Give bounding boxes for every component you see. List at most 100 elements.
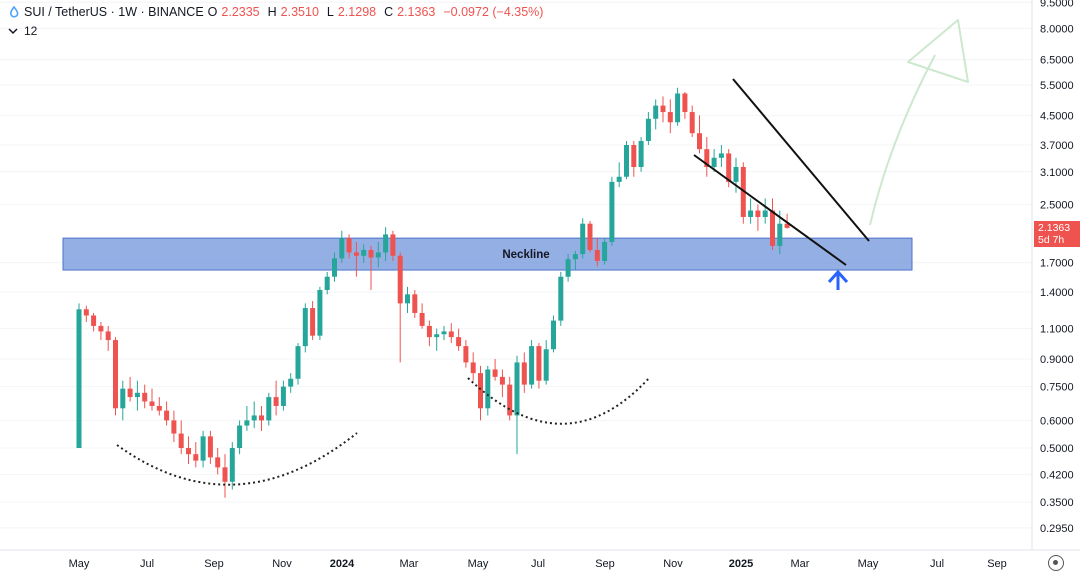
candle-body <box>631 145 637 167</box>
candle-body <box>784 223 790 228</box>
candle <box>127 376 133 402</box>
candle-body <box>120 388 126 409</box>
candle-body <box>485 369 491 409</box>
candle-body <box>142 392 148 402</box>
candle-body <box>266 397 272 421</box>
candle <box>412 289 418 319</box>
candle-body <box>426 325 432 338</box>
price-tick-label: 2.5000 <box>1040 199 1074 211</box>
time-tick-label: May <box>858 558 879 570</box>
price-tick-label: 1.7000 <box>1040 258 1074 270</box>
candle <box>83 305 89 322</box>
time-tick-label: Jul <box>140 558 154 570</box>
price-tick-label: 1.4000 <box>1040 287 1074 299</box>
candle <box>251 401 257 429</box>
time-tick-label: Jul <box>930 558 944 570</box>
neckline-label: Neckline <box>502 249 549 261</box>
candle-body <box>653 105 659 119</box>
time-tick-label: Sep <box>204 558 224 570</box>
candle-body <box>580 223 586 255</box>
candle-body <box>361 249 367 256</box>
candle-body <box>375 252 381 258</box>
candle <box>237 420 243 455</box>
price-tick-label: 3.1000 <box>1040 167 1074 179</box>
candle <box>536 343 542 389</box>
gear-icon[interactable] <box>1048 555 1064 571</box>
time-tick-label: 2025 <box>729 558 753 570</box>
candle-body <box>499 376 505 385</box>
last-price-badge: 2.1363 5d 7h <box>1034 221 1080 247</box>
time-axis[interactable]: May Jul Sep Nov 2024 Mar May Jul Sep Nov 2025 Mar Ma… <box>69 558 1007 570</box>
candle-body <box>660 105 666 113</box>
candle-body <box>368 249 374 258</box>
candle-body <box>383 234 389 253</box>
candle-body <box>478 373 483 409</box>
candle-body <box>733 166 739 182</box>
candle-body <box>624 145 629 177</box>
candle <box>572 250 578 271</box>
candle-body <box>755 210 761 217</box>
candle <box>492 359 498 381</box>
candle-body <box>682 93 688 113</box>
price-axis[interactable]: 9.5000 8.0000 6.5000 5.5000 4.5000 3.7000 3.10… <box>1040 0 1074 535</box>
candle-body <box>616 176 622 182</box>
candle <box>711 149 717 172</box>
indicator-row[interactable]: 12 <box>8 24 37 38</box>
candle <box>551 315 556 353</box>
candle-body <box>689 112 695 134</box>
chevron-down-icon[interactable] <box>8 27 18 35</box>
candle <box>178 420 184 455</box>
high-value: 2.3510 <box>280 5 319 19</box>
candle-body <box>463 346 469 363</box>
candle <box>616 162 622 188</box>
indicator-count: 12 <box>24 24 38 38</box>
candle <box>193 442 199 468</box>
candle <box>456 328 462 351</box>
candle <box>580 218 586 259</box>
candle-body <box>244 420 250 426</box>
candle <box>113 337 118 416</box>
candle <box>142 384 148 409</box>
candle-body <box>134 392 140 398</box>
candle-body <box>412 294 418 313</box>
candle-body <box>507 384 513 416</box>
candle <box>149 388 155 411</box>
candle-body <box>229 448 235 482</box>
wedge-upper-line <box>732 78 870 242</box>
candle <box>624 140 629 180</box>
time-tick-label: May <box>69 558 90 570</box>
candle <box>229 442 235 490</box>
candle <box>419 303 425 329</box>
price-tick-label: 0.6000 <box>1040 415 1074 427</box>
candle <box>317 286 323 341</box>
candle-body <box>105 331 111 341</box>
candle <box>120 380 126 421</box>
candle-body <box>543 349 549 381</box>
candle-body <box>91 315 97 326</box>
candle-body <box>171 420 177 434</box>
price-tick-label: 0.2950 <box>1040 523 1074 535</box>
candle-body <box>215 457 221 468</box>
candle <box>375 241 381 268</box>
candle-body <box>207 436 213 458</box>
price-tick-label: 6.5000 <box>1040 55 1074 67</box>
candle <box>295 343 301 385</box>
candle-body <box>594 249 600 261</box>
candle-body <box>288 378 294 387</box>
candle <box>390 230 396 261</box>
candle-body <box>295 346 301 379</box>
symbol-title[interactable]: SUI / TetherUS · 1W · BINANCE <box>24 5 204 19</box>
candle <box>602 238 608 265</box>
candle <box>339 230 345 263</box>
candle <box>134 380 140 411</box>
candle <box>288 373 294 393</box>
price-tick-label: 4.5000 <box>1040 110 1074 122</box>
candle <box>645 112 651 146</box>
candle-body <box>113 340 118 409</box>
candle-body <box>536 346 542 381</box>
candle-body <box>419 312 425 326</box>
candle-body <box>405 294 410 304</box>
candle-body <box>164 410 170 421</box>
candle <box>353 241 359 277</box>
